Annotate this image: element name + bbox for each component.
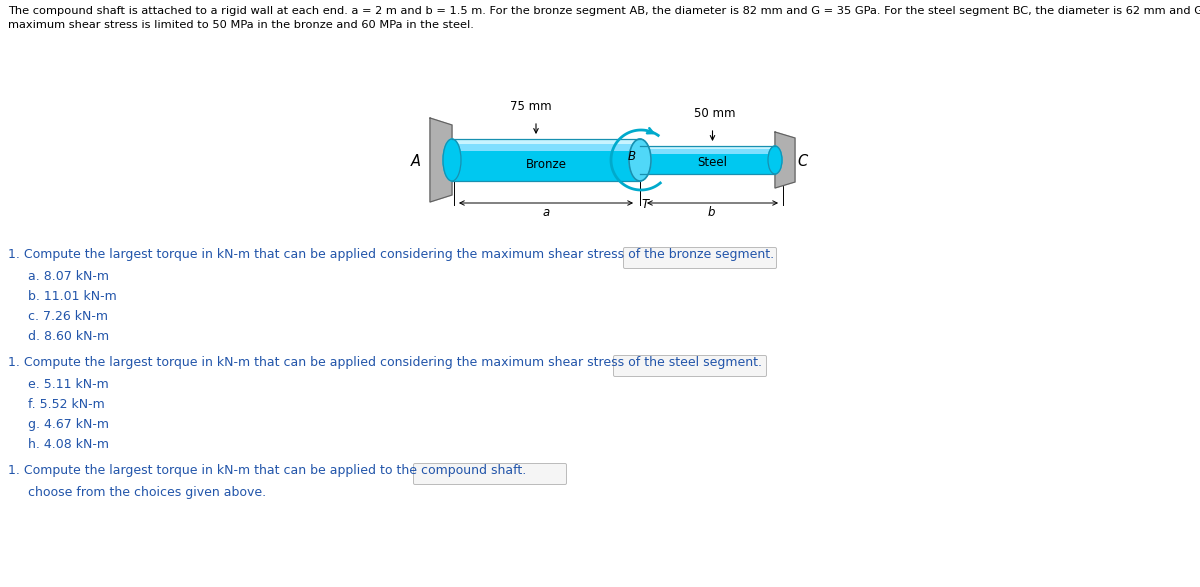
Bar	[640, 146, 775, 174]
Ellipse shape	[768, 146, 782, 174]
Text: choose from the choices given above.: choose from the choices given above.	[28, 486, 266, 499]
Bar	[640, 146, 775, 149]
Bar	[452, 139, 640, 150]
Bar	[452, 139, 640, 144]
Text: a: a	[542, 206, 550, 219]
Text: 1. Compute the largest torque in kN-m that can be applied considering the maximu: 1. Compute the largest torque in kN-m th…	[8, 248, 774, 261]
Text: A: A	[410, 154, 421, 170]
Text: Steel: Steel	[697, 156, 727, 168]
Polygon shape	[430, 118, 452, 202]
Text: b. 11.01 kN-m: b. 11.01 kN-m	[28, 290, 116, 303]
Ellipse shape	[629, 139, 650, 181]
Text: B: B	[628, 150, 636, 163]
Text: C: C	[798, 154, 808, 170]
FancyBboxPatch shape	[414, 464, 566, 484]
Text: c. 7.26 kN-m: c. 7.26 kN-m	[28, 310, 108, 323]
Text: 50 mm: 50 mm	[694, 107, 736, 120]
Text: T: T	[642, 198, 648, 211]
Text: 1. Compute the largest torque in kN-m that can be applied to the compound shaft.: 1. Compute the largest torque in kN-m th…	[8, 464, 527, 477]
Text: h. 4.08 kN-m: h. 4.08 kN-m	[28, 438, 109, 451]
Text: 1. Compute the largest torque in kN-m that can be applied considering the maximu: 1. Compute the largest torque in kN-m th…	[8, 356, 762, 369]
Text: b: b	[708, 206, 715, 219]
Text: f. 5.52 kN-m: f. 5.52 kN-m	[28, 398, 104, 411]
FancyBboxPatch shape	[613, 356, 767, 376]
Bar	[452, 139, 640, 181]
Polygon shape	[775, 132, 796, 188]
Bar	[640, 146, 775, 154]
Text: maximum shear stress is limited to 50 MPa in the bronze and 60 MPa in the steel.: maximum shear stress is limited to 50 MP…	[8, 20, 474, 30]
Text: e. 5.11 kN-m: e. 5.11 kN-m	[28, 378, 109, 391]
Text: a. 8.07 kN-m: a. 8.07 kN-m	[28, 270, 109, 283]
FancyBboxPatch shape	[624, 248, 776, 268]
Text: d. 8.60 kN-m: d. 8.60 kN-m	[28, 330, 109, 343]
Text: The compound shaft is attached to a rigid wall at each end. a = 2 m and b = 1.5 : The compound shaft is attached to a rigi…	[8, 6, 1200, 16]
Text: Bronze: Bronze	[526, 157, 566, 170]
Text: 75 mm: 75 mm	[510, 100, 552, 113]
Ellipse shape	[443, 139, 461, 181]
Text: g. 4.67 kN-m: g. 4.67 kN-m	[28, 418, 109, 431]
